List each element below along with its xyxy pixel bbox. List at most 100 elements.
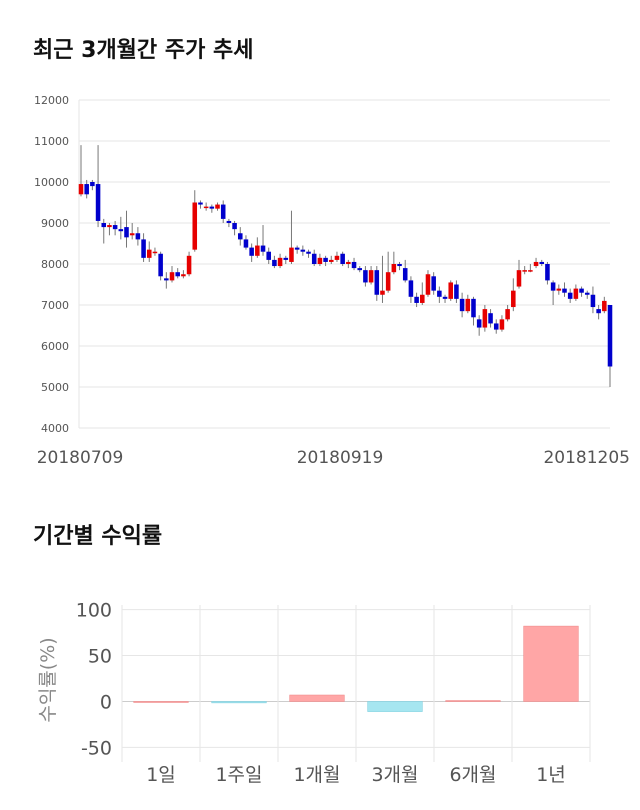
candle-body [431,276,436,291]
price-y-tick-label: 5000 [41,381,69,394]
price-y-tick-label: 7000 [41,299,69,312]
candle-body [471,298,476,318]
candle-body [164,278,169,281]
returns-bar [445,700,501,702]
price-y-tick-label: 9000 [41,217,69,230]
candle-body [112,225,118,230]
candle-body [311,253,317,264]
candle-body [459,298,465,312]
candle-body [539,261,545,264]
candle-body [602,300,607,312]
price-x-ticks: 20180709 20180919 20181205 [37,448,630,468]
candle-body [226,220,232,223]
candle-body [550,282,556,291]
candle-body [385,272,391,291]
candle-body [380,290,385,295]
candle-body [482,309,488,328]
candle-body [499,319,505,330]
candle-body [454,284,459,299]
returns-bar [523,625,579,702]
candle-body [476,319,482,328]
returns-y-tick-label: 50 [88,646,112,668]
candle-body [158,253,163,277]
candle-body [579,288,584,293]
candle-body [368,270,374,283]
candle-body [414,296,419,303]
candle-body [556,288,562,291]
candle-body [391,264,397,273]
candle-body [340,253,345,264]
price-x-tick-label: 20181205 [543,448,630,468]
candle-body [232,223,237,230]
candle-body [101,223,107,228]
returns-bar [133,701,189,703]
candle-body [516,270,522,287]
returns-x-ticks: 1일 1주일 1개월 3개월 6개월 1년 [146,764,566,786]
candle-body [545,264,550,281]
returns-y-tick-label: 0 [100,691,112,713]
price-x-tick-label: 20180919 [297,448,384,468]
candle-body [78,184,84,195]
candle-body [334,255,340,260]
candle-body [306,251,311,254]
candle-body [192,202,198,250]
candle-body [363,270,368,283]
candle-body [488,313,493,324]
returns-grid [121,605,591,762]
candle-body [283,257,289,260]
candle-body [203,206,209,209]
candle-body [567,292,573,299]
candle-body [425,274,431,295]
candle-body [346,261,351,264]
candle-body [141,239,146,258]
candle-body [277,257,283,267]
returns-x-tick-label: 1년 [536,764,566,786]
candle-body [266,251,271,260]
candle-body [408,280,414,297]
candle-body [294,247,300,250]
returns-y-tick-label: 100 [76,600,112,622]
candle-body [317,257,323,264]
candle-body [590,294,596,308]
candle-body [442,296,448,299]
candle-body [493,323,499,330]
candle-body [522,270,527,272]
candle-body [511,290,516,308]
price-y-tick-label: 4000 [41,422,69,435]
candle-body [118,229,124,232]
candle-body [146,249,152,258]
price-y-tick-label: 12000 [34,94,69,107]
returns-x-tick-label: 1일 [146,764,176,786]
candle-body [528,270,533,272]
candle-body [448,282,454,299]
candle-body [209,206,215,209]
candle-body [84,184,89,195]
candle-body [129,233,135,236]
returns-chart-title: 기간별 수익률 [33,524,163,549]
candle-body [272,259,277,267]
candle-body [323,257,328,262]
returns-x-tick-label: 1개월 [293,764,340,786]
returns-x-tick-label: 3개월 [371,764,418,786]
price-y-tick-label: 6000 [41,340,69,353]
candle-body [420,294,425,303]
price-y-ticks: 12000 11000 10000 9000 8000 7000 6000 5000 4000 [34,94,69,435]
candle-body [289,247,294,262]
candle-body [562,288,567,293]
candle-body [181,274,186,277]
candle-body [573,288,579,299]
candle-body [124,227,129,238]
candle-body [397,264,402,267]
returns-bar [289,694,345,702]
candle-body [607,305,613,367]
candle-body [255,245,260,256]
candle-body [169,272,175,281]
candle-body [175,272,180,277]
candle-body [220,204,226,219]
candle-body [243,239,249,248]
candle-body [374,270,380,295]
candlestick-chart: 120001100010000900080007000600050004000 … [34,94,630,468]
candle-body [437,290,442,297]
candle-body [152,251,158,254]
